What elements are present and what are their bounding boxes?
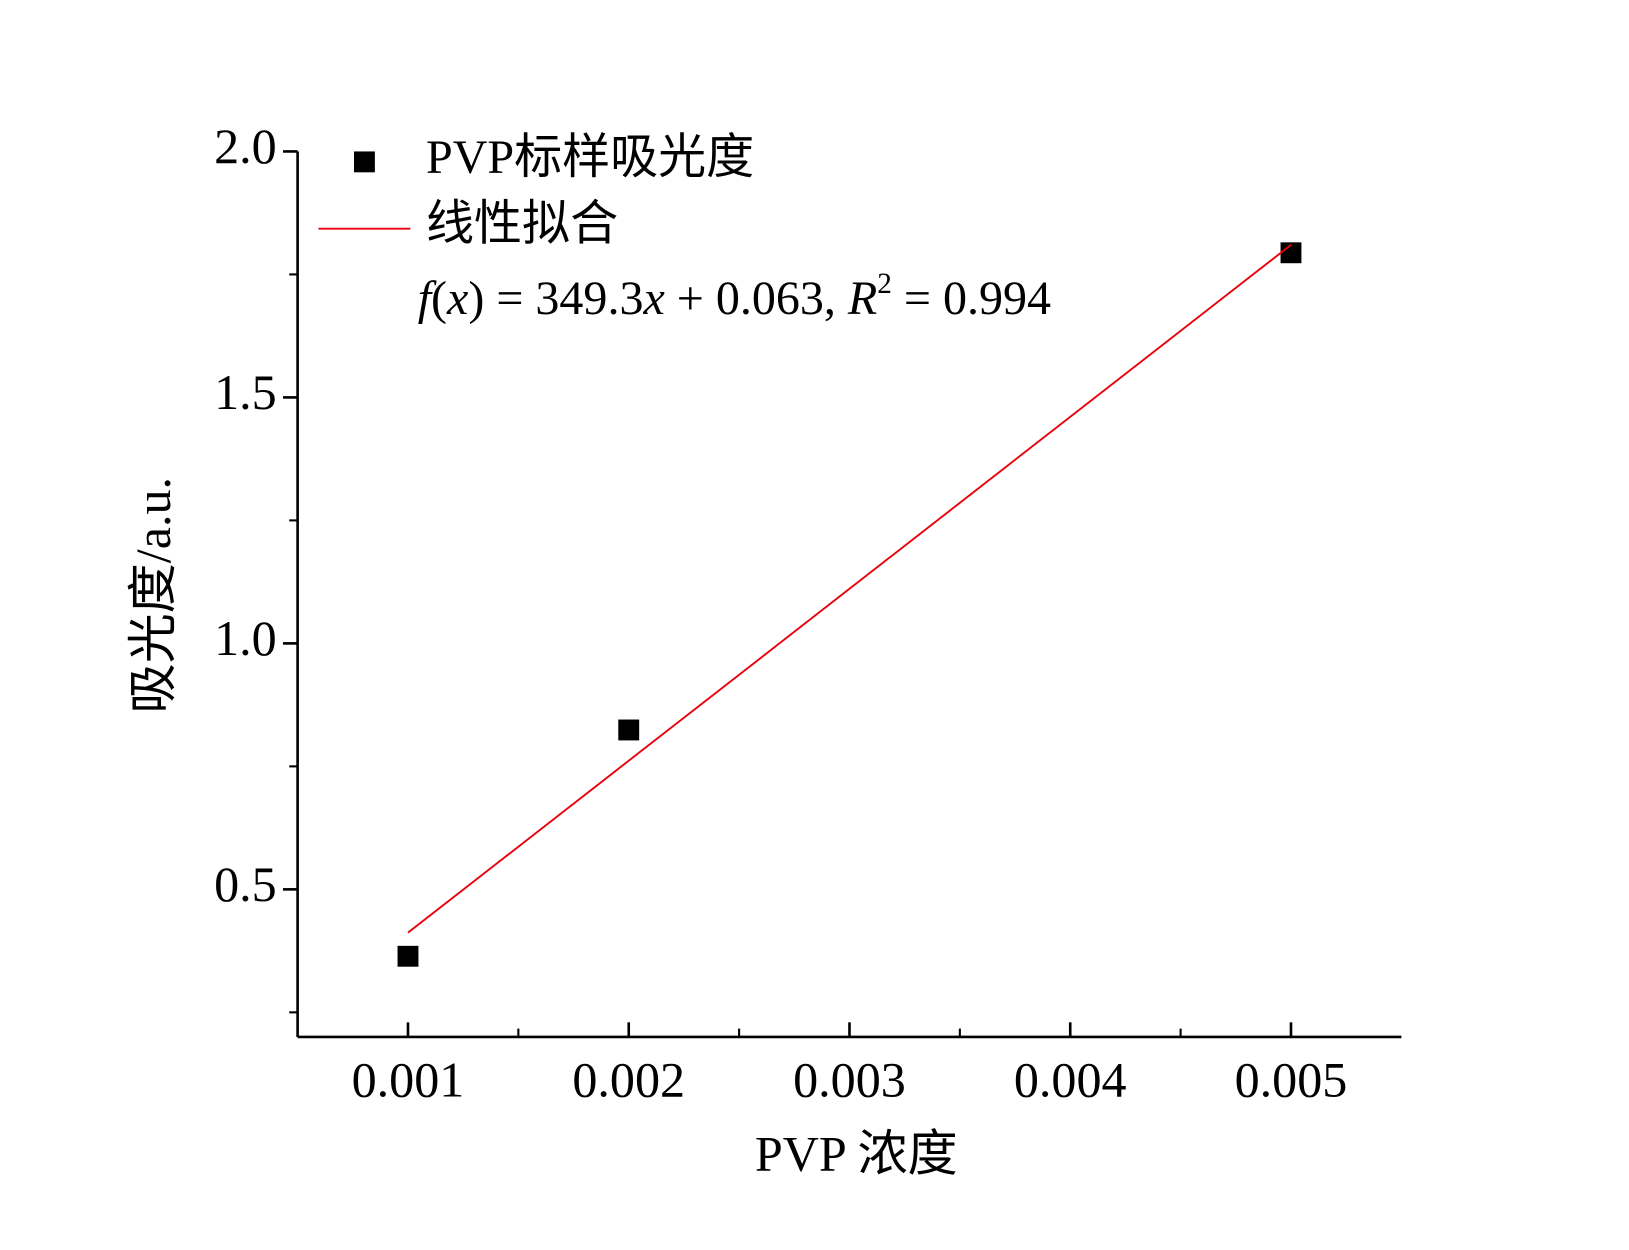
x-tick-label: 0.005 xyxy=(1235,1051,1348,1107)
fit-equation: f(x) = 349.3x + 0.063, R2 = 0.994 xyxy=(418,268,1051,325)
legend-label: PVP标样吸光度 xyxy=(426,131,754,184)
x-tick-label: 0.001 xyxy=(352,1051,465,1107)
equation-part: x xyxy=(642,272,664,325)
equation-part: ( xyxy=(431,272,447,325)
y-tick-label: 1.5 xyxy=(214,364,277,420)
y-axis-title: 吸光度/a.u. xyxy=(125,477,181,714)
equation-part: R xyxy=(847,272,877,325)
fit-line xyxy=(407,244,1292,934)
y-tick-label: 2.0 xyxy=(214,118,277,174)
data-point xyxy=(618,719,640,741)
equation-part: x xyxy=(446,272,468,325)
equation-part: 2 xyxy=(877,268,892,300)
equation-part: ) = 349.3 xyxy=(468,272,643,325)
x-tick-label: 0.003 xyxy=(793,1051,906,1107)
legend-marker xyxy=(353,151,375,173)
data-point xyxy=(397,945,419,967)
data-point xyxy=(1280,242,1302,264)
x-tick-label: 0.004 xyxy=(1014,1051,1127,1107)
y-tick-label: 1.0 xyxy=(214,610,277,666)
x-tick-label: 0.002 xyxy=(572,1051,685,1107)
legend-label: 线性拟合 xyxy=(426,198,618,251)
y-tick-label: 0.5 xyxy=(214,856,277,912)
equation-part: = 0.994 xyxy=(892,272,1051,325)
x-axis-title: PVP 浓度 xyxy=(755,1126,958,1182)
equation-part: + 0.063, xyxy=(665,272,848,325)
